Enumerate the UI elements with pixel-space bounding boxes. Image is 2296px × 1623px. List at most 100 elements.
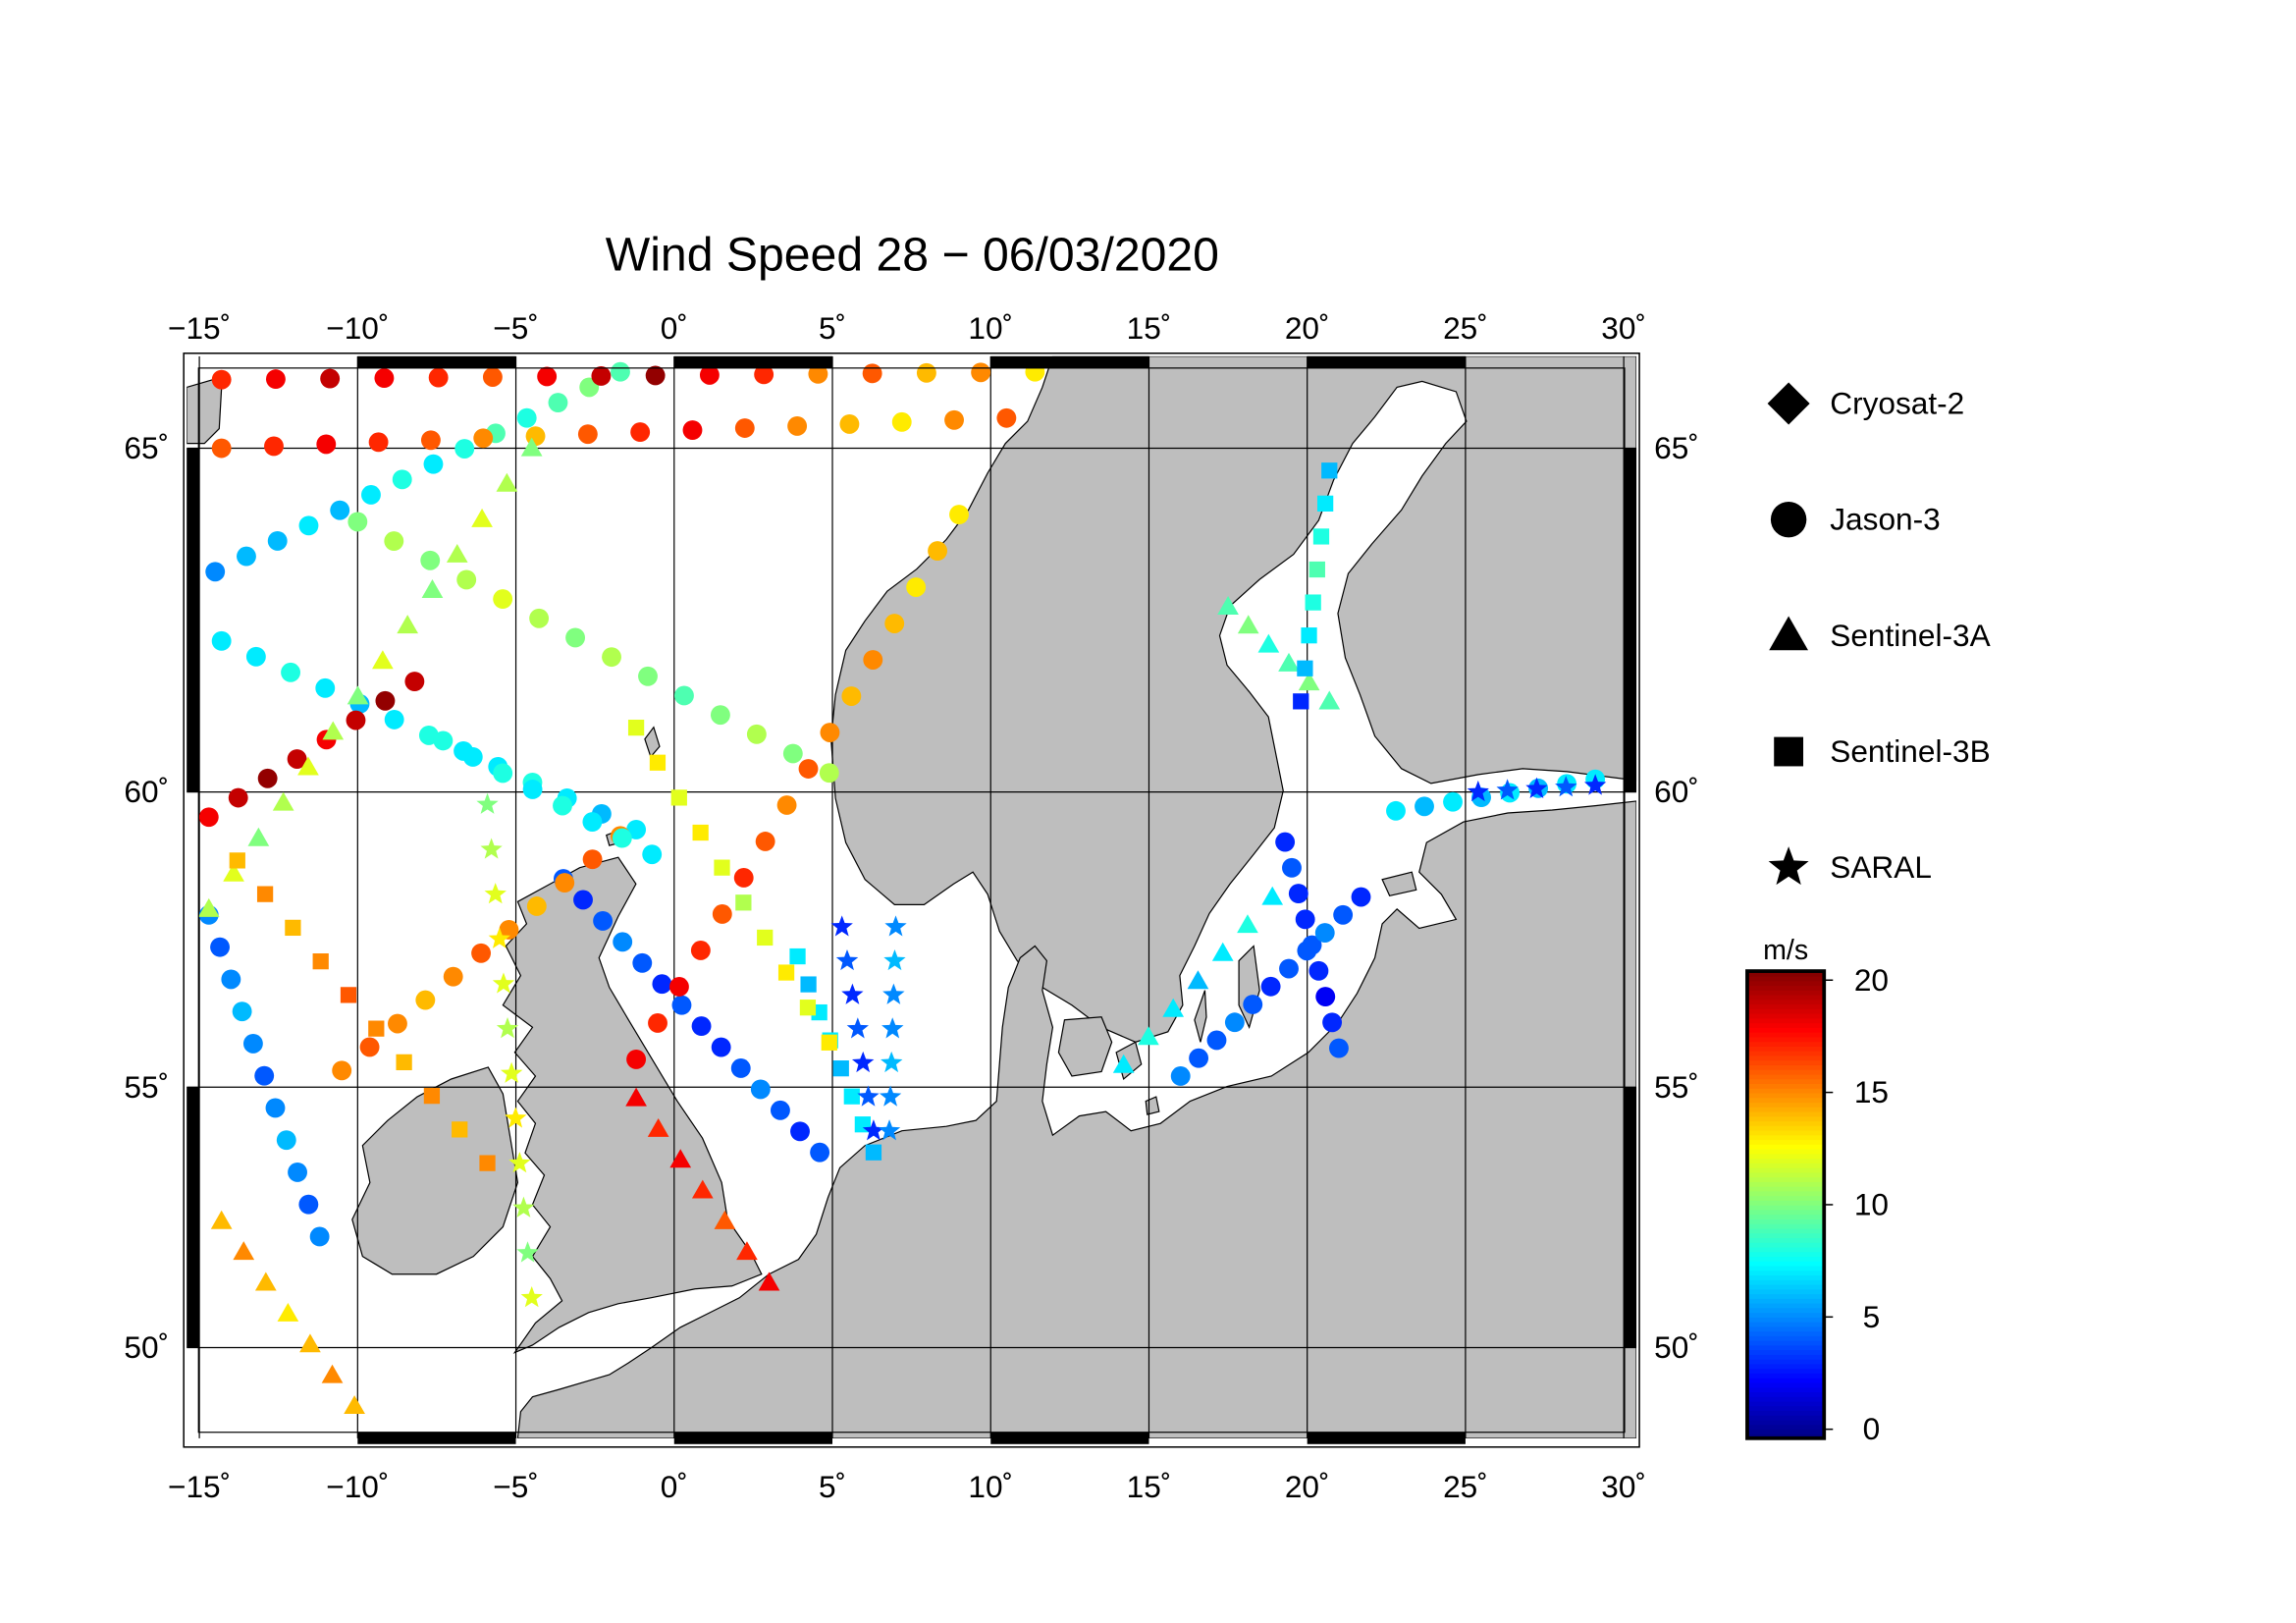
chart-title: Wind Speed 28 − 06/03/2020 bbox=[606, 229, 1219, 282]
track-point bbox=[1189, 1048, 1209, 1068]
colorbar-step bbox=[1746, 1265, 1825, 1271]
track-point bbox=[996, 407, 1017, 428]
track-point bbox=[865, 1144, 882, 1161]
colorbar-step bbox=[1746, 1036, 1825, 1043]
x-tick-label: 10˚ bbox=[968, 310, 1013, 346]
colorbar-step bbox=[1746, 1092, 1825, 1099]
track-point bbox=[361, 485, 381, 505]
track-point bbox=[526, 896, 547, 916]
track-point bbox=[711, 1037, 731, 1057]
frame-band bbox=[1625, 1087, 1637, 1348]
track-point bbox=[799, 1000, 817, 1016]
track-point bbox=[232, 1001, 252, 1022]
track-point bbox=[714, 1210, 736, 1229]
colorbar-tick-label: 15 bbox=[1854, 1074, 1889, 1109]
track-point bbox=[882, 983, 905, 1004]
track-point bbox=[210, 937, 230, 957]
colorbar-step bbox=[1746, 1232, 1825, 1239]
colorbar-step bbox=[1746, 1424, 1825, 1431]
track-point bbox=[297, 756, 319, 776]
track-point bbox=[692, 824, 709, 841]
frame-band bbox=[187, 1087, 199, 1348]
track-point bbox=[1321, 462, 1338, 479]
track-point bbox=[496, 1017, 519, 1039]
track-point bbox=[1224, 1012, 1245, 1033]
track-point bbox=[520, 1286, 543, 1308]
colorbar-step bbox=[1746, 1148, 1825, 1155]
track-point bbox=[808, 363, 828, 384]
track-point bbox=[884, 915, 907, 937]
track-point bbox=[1237, 615, 1259, 634]
colorbar: m/s 0 5 10 15 20 bbox=[1745, 935, 1889, 1446]
track-point bbox=[730, 1058, 751, 1078]
track-point bbox=[312, 953, 329, 970]
colorbar-step bbox=[1746, 1256, 1825, 1262]
track-point bbox=[1583, 774, 1607, 795]
track-point bbox=[613, 932, 633, 952]
track-point bbox=[733, 868, 754, 888]
colorbar-step bbox=[1746, 980, 1825, 987]
track-point bbox=[1318, 690, 1341, 710]
x-tick-label: 5˚ bbox=[819, 310, 846, 346]
colorbar-step bbox=[1746, 1396, 1825, 1402]
track-point bbox=[1187, 970, 1209, 990]
ireland bbox=[351, 1066, 519, 1275]
track-point bbox=[332, 1060, 352, 1081]
colorbar-step bbox=[1746, 1293, 1825, 1299]
colorbar-step bbox=[1746, 1246, 1825, 1253]
track-point bbox=[316, 434, 337, 455]
track-point bbox=[1297, 941, 1317, 961]
colorbar-step bbox=[1746, 1120, 1825, 1126]
colorbar-step bbox=[1746, 1321, 1825, 1327]
track-point bbox=[714, 859, 730, 876]
colorbar-step bbox=[1746, 1368, 1825, 1374]
colorbar-step bbox=[1746, 1107, 1825, 1112]
colorbar-step bbox=[1746, 1283, 1825, 1290]
track-point bbox=[347, 512, 368, 532]
track-point bbox=[404, 672, 425, 691]
colorbar-step bbox=[1746, 1046, 1825, 1052]
colorbar-step bbox=[1746, 1012, 1825, 1019]
track-point bbox=[647, 1117, 669, 1137]
track-point bbox=[287, 749, 307, 769]
track-point bbox=[699, 364, 720, 385]
continent bbox=[516, 800, 1637, 1438]
track-point bbox=[346, 710, 366, 730]
colorbar-step bbox=[1746, 994, 1825, 1001]
colorbar-step bbox=[1746, 1041, 1825, 1047]
colorbar-step bbox=[1746, 1242, 1825, 1248]
colorbar-tick-label: 0 bbox=[1863, 1411, 1881, 1446]
legend-label: Jason-3 bbox=[1830, 502, 1940, 537]
track-point bbox=[642, 844, 663, 865]
track-point bbox=[298, 515, 319, 536]
y-tick-label: 60˚ bbox=[124, 774, 169, 809]
frame-band bbox=[673, 355, 833, 368]
colorbar-step bbox=[1746, 1307, 1825, 1314]
track-point bbox=[1275, 832, 1296, 852]
track-point bbox=[612, 828, 632, 848]
track-point bbox=[1312, 528, 1330, 545]
x-tick-label: −5˚ bbox=[493, 310, 539, 346]
track-point bbox=[384, 709, 404, 730]
colorbar-step bbox=[1746, 1008, 1825, 1014]
track-point bbox=[757, 929, 774, 947]
track-point bbox=[522, 780, 543, 799]
frame-band bbox=[990, 355, 1149, 368]
frame-band bbox=[990, 1432, 1149, 1444]
track-point bbox=[648, 1013, 667, 1033]
x-tick-label: 25˚ bbox=[1443, 310, 1488, 346]
colorbar-step bbox=[1746, 1190, 1825, 1197]
track-point bbox=[736, 1241, 758, 1261]
y-tick-label: 55˚ bbox=[124, 1069, 169, 1105]
colorbar-label: m/s bbox=[1763, 935, 1808, 966]
track-point bbox=[396, 1054, 412, 1071]
colorbar-step bbox=[1746, 1312, 1825, 1318]
track-point bbox=[928, 541, 948, 561]
track-point bbox=[691, 1016, 712, 1037]
track-point bbox=[611, 361, 630, 382]
track-point bbox=[233, 1241, 255, 1261]
track-point bbox=[782, 743, 803, 764]
track-point bbox=[1261, 886, 1284, 905]
x-tick-label: 10˚ bbox=[968, 1469, 1013, 1504]
track-point bbox=[473, 428, 494, 449]
